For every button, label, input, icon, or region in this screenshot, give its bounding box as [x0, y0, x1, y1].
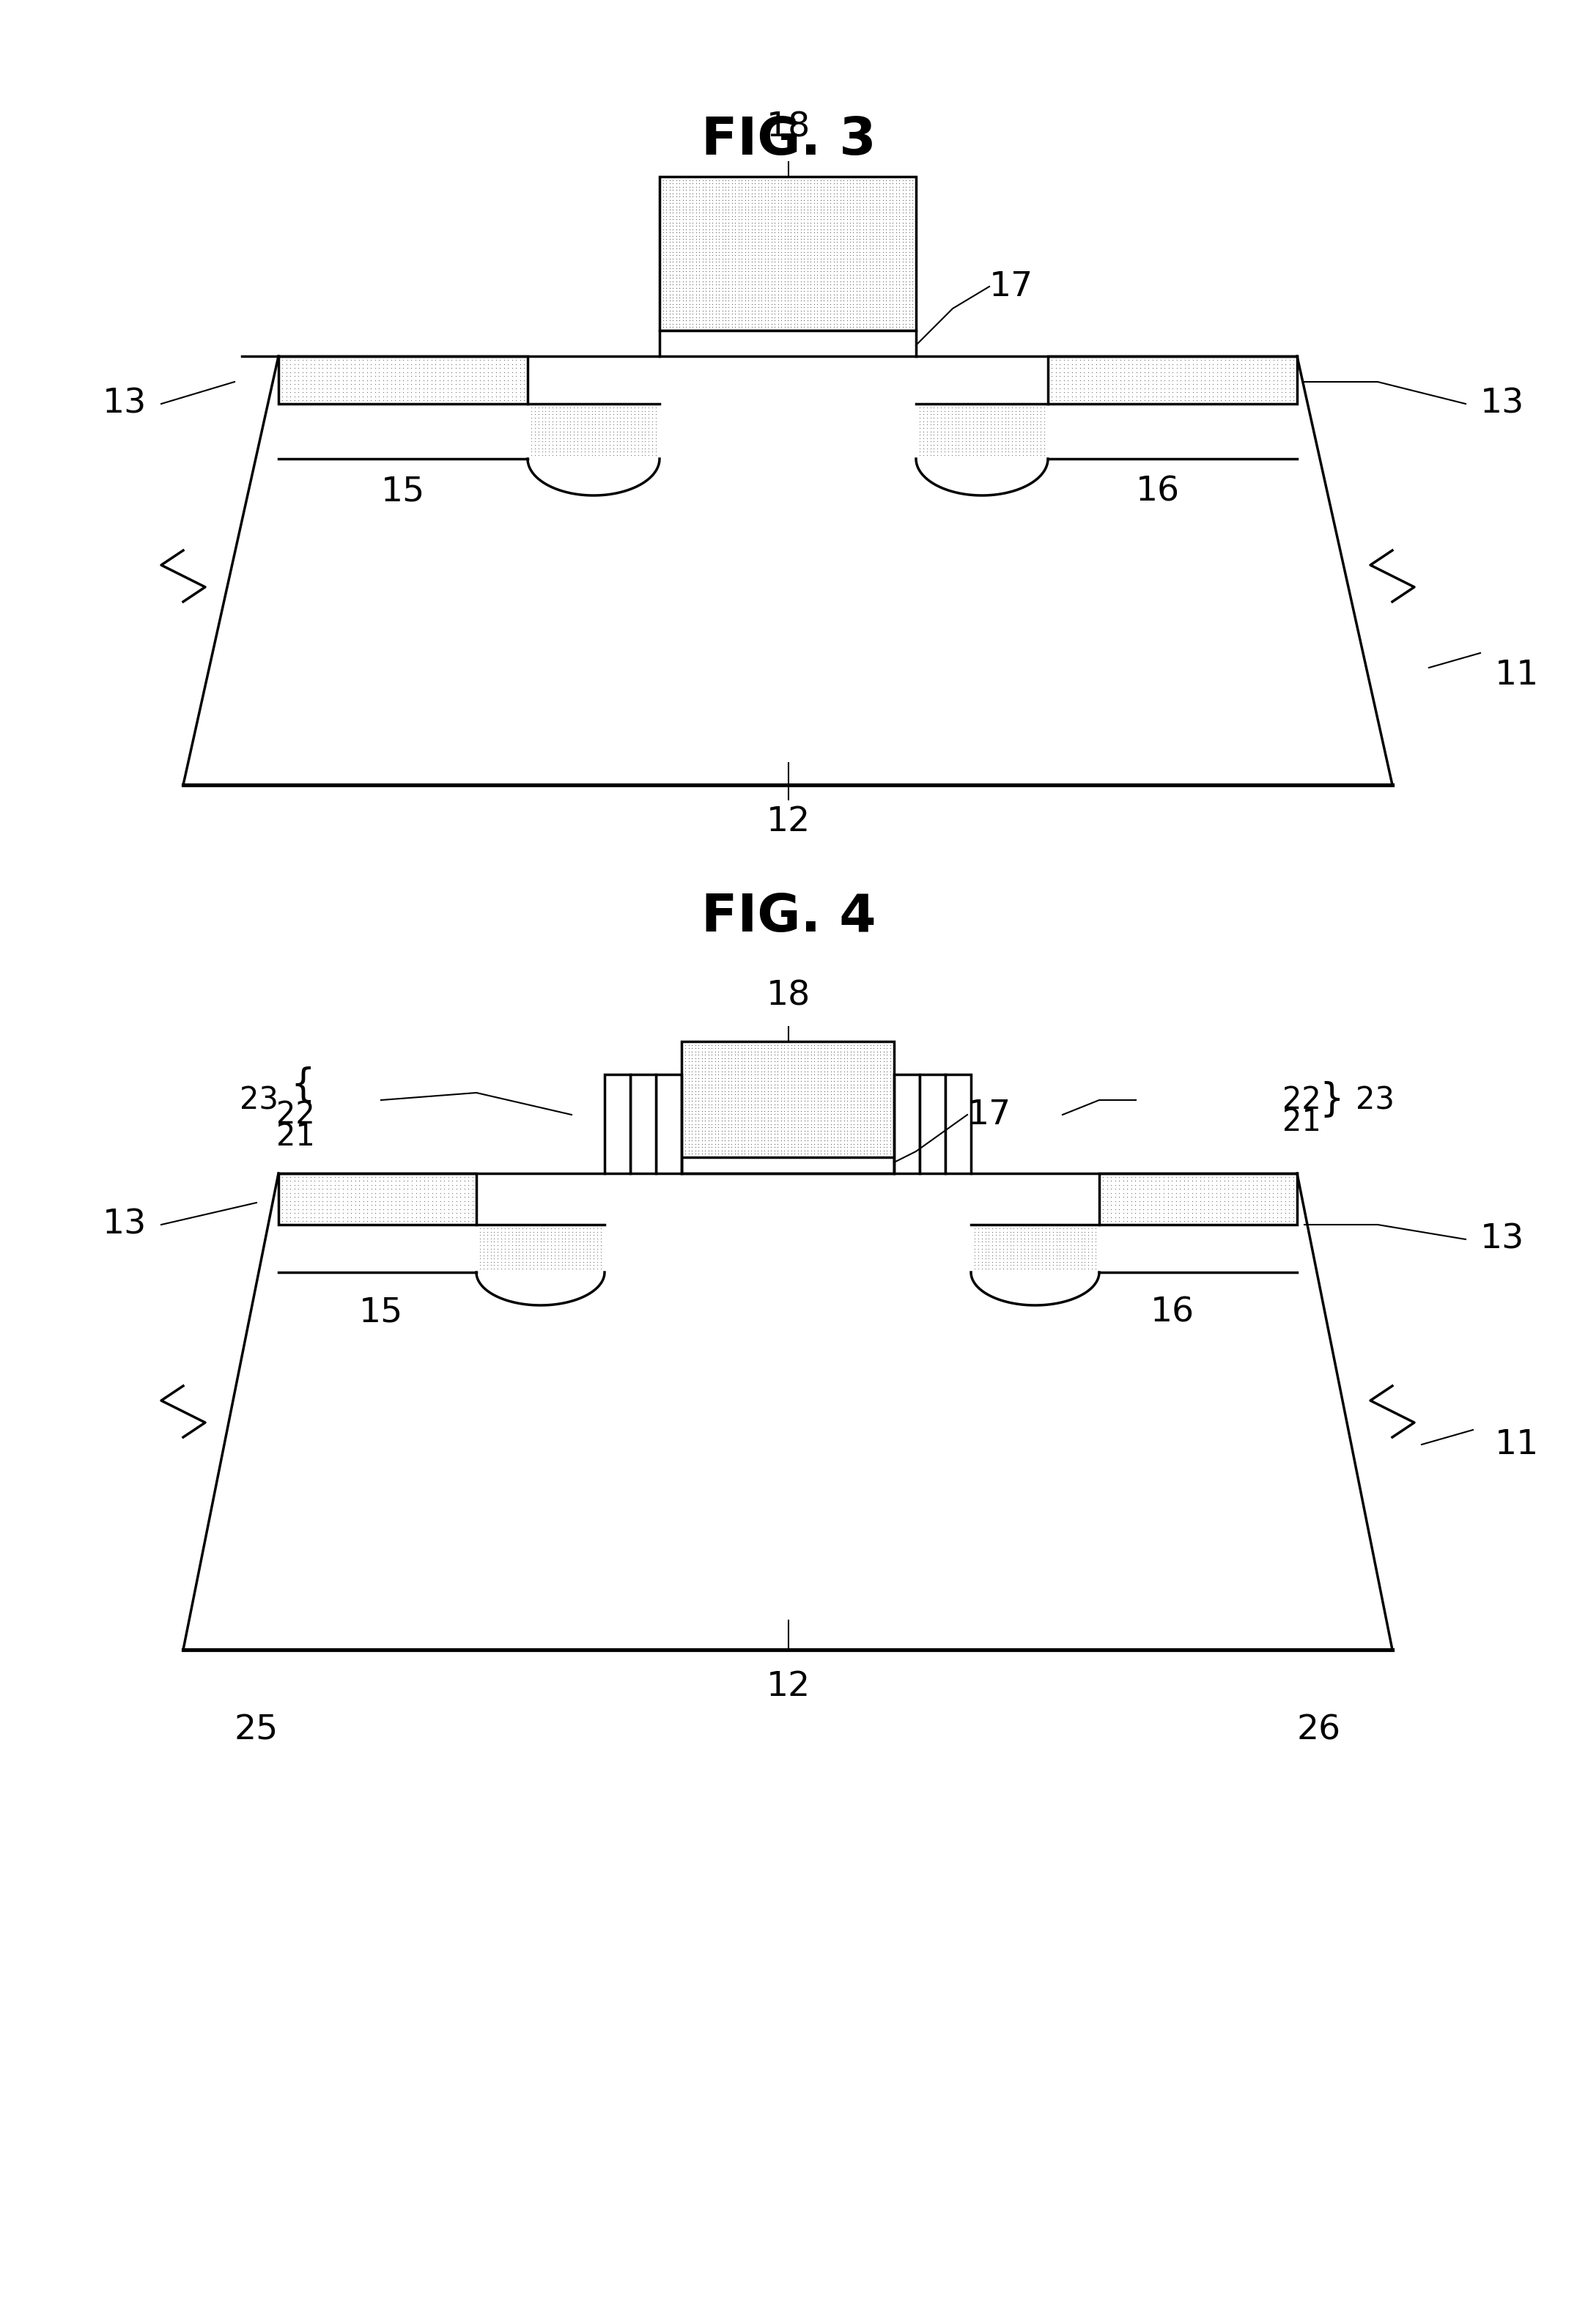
Text: 16: 16: [1135, 476, 1180, 509]
Bar: [659, 330, 916, 356]
Bar: [659, 177, 916, 330]
Text: 15: 15: [382, 476, 426, 509]
Text: 17: 17: [989, 270, 1033, 302]
Text: 23: 23: [240, 1085, 279, 1116]
Bar: [1047, 356, 1296, 404]
Bar: [894, 1074, 919, 1174]
Bar: [656, 1074, 681, 1174]
Text: 13: 13: [1481, 388, 1525, 421]
Bar: [1099, 1174, 1296, 1225]
Text: 25: 25: [235, 1713, 279, 1748]
Text: 11: 11: [1495, 1427, 1539, 1462]
Text: 16: 16: [1151, 1297, 1194, 1329]
Text: 12: 12: [766, 1671, 811, 1703]
Bar: [919, 1074, 945, 1174]
Bar: [528, 404, 659, 458]
Bar: [631, 1074, 656, 1174]
Text: 15: 15: [360, 1297, 404, 1329]
Bar: [279, 356, 528, 404]
Text: 11: 11: [1495, 658, 1539, 693]
Bar: [681, 1041, 894, 1174]
Text: 23: 23: [1356, 1085, 1394, 1116]
Text: FIG. 3: FIG. 3: [702, 114, 875, 165]
Bar: [279, 1174, 476, 1225]
Bar: [279, 356, 528, 404]
Bar: [659, 177, 916, 330]
Bar: [604, 1074, 631, 1174]
Bar: [1099, 1174, 1296, 1225]
Text: {: {: [290, 1067, 315, 1104]
Text: 22: 22: [276, 1099, 315, 1129]
Text: 21: 21: [1282, 1106, 1322, 1136]
Bar: [945, 1074, 971, 1174]
Text: }: }: [1318, 1081, 1344, 1120]
Bar: [681, 1157, 894, 1174]
Text: 13: 13: [103, 1208, 147, 1241]
Text: 17: 17: [967, 1099, 1011, 1132]
Text: 18: 18: [766, 978, 811, 1013]
Bar: [971, 1225, 1099, 1271]
Text: 18: 18: [766, 112, 811, 144]
Text: 26: 26: [1296, 1713, 1340, 1748]
Text: 13: 13: [103, 388, 147, 421]
Bar: [279, 1174, 476, 1225]
Text: FIG. 4: FIG. 4: [702, 892, 875, 941]
Bar: [476, 1225, 604, 1271]
Text: 13: 13: [1481, 1222, 1525, 1255]
Text: 22: 22: [1282, 1085, 1322, 1116]
Bar: [681, 1041, 894, 1157]
Text: 21: 21: [276, 1120, 315, 1153]
Bar: [1047, 356, 1296, 404]
Bar: [916, 404, 1047, 458]
Text: 12: 12: [766, 804, 811, 839]
